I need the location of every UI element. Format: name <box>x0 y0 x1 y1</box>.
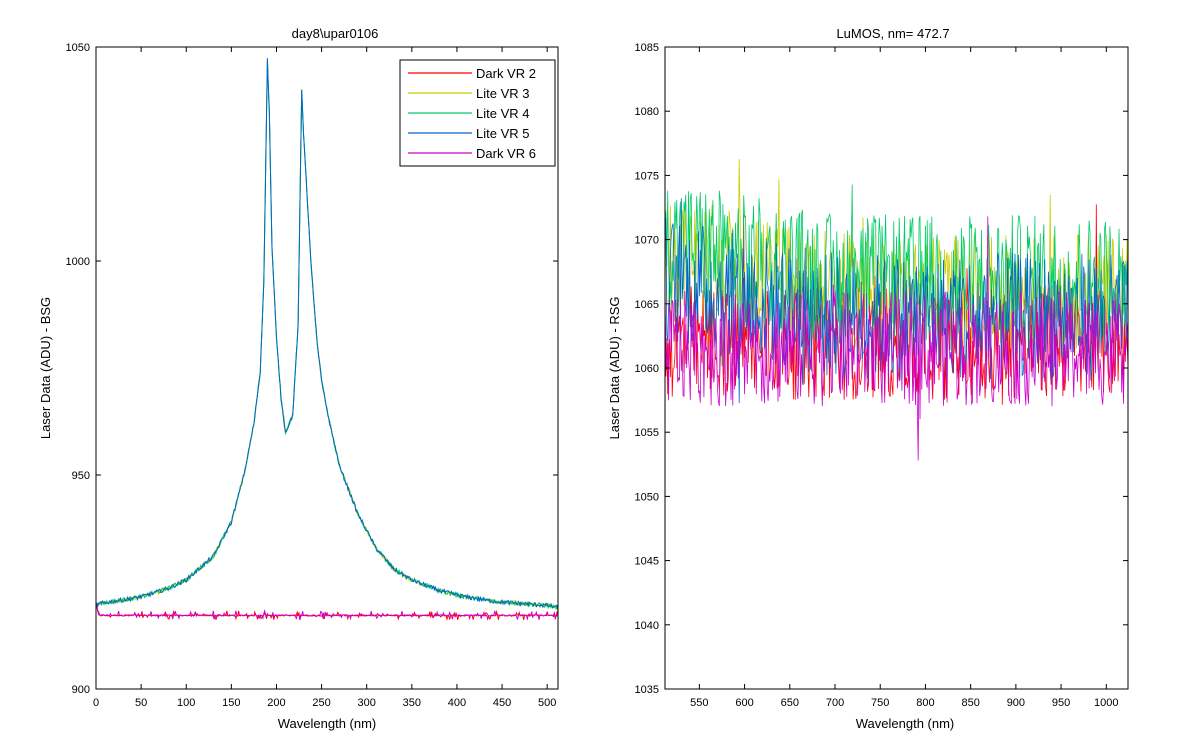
right-x-axis-label: Wavelength (nm) <box>856 716 955 731</box>
y-tick-label: 900 <box>72 684 90 696</box>
x-tick-label: 850 <box>961 697 979 709</box>
left-y-axis-label: Laser Data (ADU) - BSG <box>38 297 53 439</box>
x-tick-label: 800 <box>916 697 934 709</box>
left-axes-box <box>95 46 559 690</box>
legend: Dark VR 2 Lite VR 3 Lite VR 4 Lite VR 5 Dark… <box>399 59 556 167</box>
x-tick-label: 0 <box>93 697 99 709</box>
right-chart: LuMOS, nm= 472.7 Wavelength (nm) Laser D… <box>607 26 1129 731</box>
legend-label: Dark VR 2 <box>476 66 536 81</box>
x-tick-label: 550 <box>690 697 708 709</box>
right-chart-title: LuMOS, nm= 472.7 <box>836 26 949 41</box>
y-tick-label: 1035 <box>635 684 659 696</box>
series-line-dark-vr-2 <box>95 602 559 621</box>
y-tick-label: 1055 <box>635 427 659 439</box>
y-tick-label: 1070 <box>635 235 659 247</box>
x-tick-label: 250 <box>312 697 330 709</box>
series-line-dark-vr-6 <box>95 602 559 621</box>
y-tick-label: 950 <box>72 470 90 482</box>
right-series-line-4 <box>664 216 1129 461</box>
x-tick-label: 50 <box>135 697 147 709</box>
x-tick-label: 350 <box>403 697 421 709</box>
y-tick-label: 1060 <box>635 363 659 375</box>
x-tick-label: 650 <box>781 697 799 709</box>
y-tick-label: 1000 <box>66 256 90 268</box>
legend-label: Lite VR 5 <box>476 126 529 141</box>
series-line-lite-vr-5 <box>95 58 559 610</box>
y-tick-label: 1040 <box>635 620 659 632</box>
y-tick-label: 1075 <box>635 170 659 182</box>
legend-label: Lite VR 3 <box>476 86 529 101</box>
y-tick-label: 1065 <box>635 299 659 311</box>
left-chart-title: day8\upar0106 <box>292 26 379 41</box>
x-tick-label: 950 <box>1052 697 1070 709</box>
x-tick-label: 200 <box>267 697 285 709</box>
x-tick-label: 150 <box>222 697 240 709</box>
x-tick-label: 400 <box>448 697 466 709</box>
left-plot-area <box>95 58 559 621</box>
legend-label: Dark VR 6 <box>476 146 536 161</box>
left-chart: day8\upar0106 Wavelength (nm) Laser Data… <box>38 26 559 731</box>
y-tick-label: 1045 <box>635 556 659 568</box>
x-tick-label: 900 <box>1007 697 1025 709</box>
x-tick-label: 450 <box>493 697 511 709</box>
x-tick-label: 500 <box>538 697 556 709</box>
right-axes-box <box>664 46 1129 690</box>
x-tick-label: 700 <box>826 697 844 709</box>
left-x-axis-label: Wavelength (nm) <box>278 716 377 731</box>
left-axis-ticks: 0 50 100 150 200 250 300 350 400 450 500 900 950 1000… <box>66 42 558 709</box>
legend-label: Lite VR 4 <box>476 106 529 121</box>
y-tick-label: 1050 <box>66 42 90 54</box>
x-tick-label: 600 <box>735 697 753 709</box>
x-tick-label: 100 <box>177 697 195 709</box>
y-tick-label: 1080 <box>635 106 659 118</box>
x-tick-label: 300 <box>358 697 376 709</box>
right-plot-area <box>664 159 1129 461</box>
y-tick-label: 1050 <box>635 491 659 503</box>
right-y-axis-label: Laser Data (ADU) - RSG <box>607 296 622 439</box>
y-tick-label: 1085 <box>635 42 659 54</box>
x-tick-label: 1000 <box>1094 697 1118 709</box>
x-tick-label: 750 <box>871 697 889 709</box>
right-axis-ticks: 550 600 650 700 750 800 850 900 950 1000 1035 1040 1… <box>635 42 1128 709</box>
